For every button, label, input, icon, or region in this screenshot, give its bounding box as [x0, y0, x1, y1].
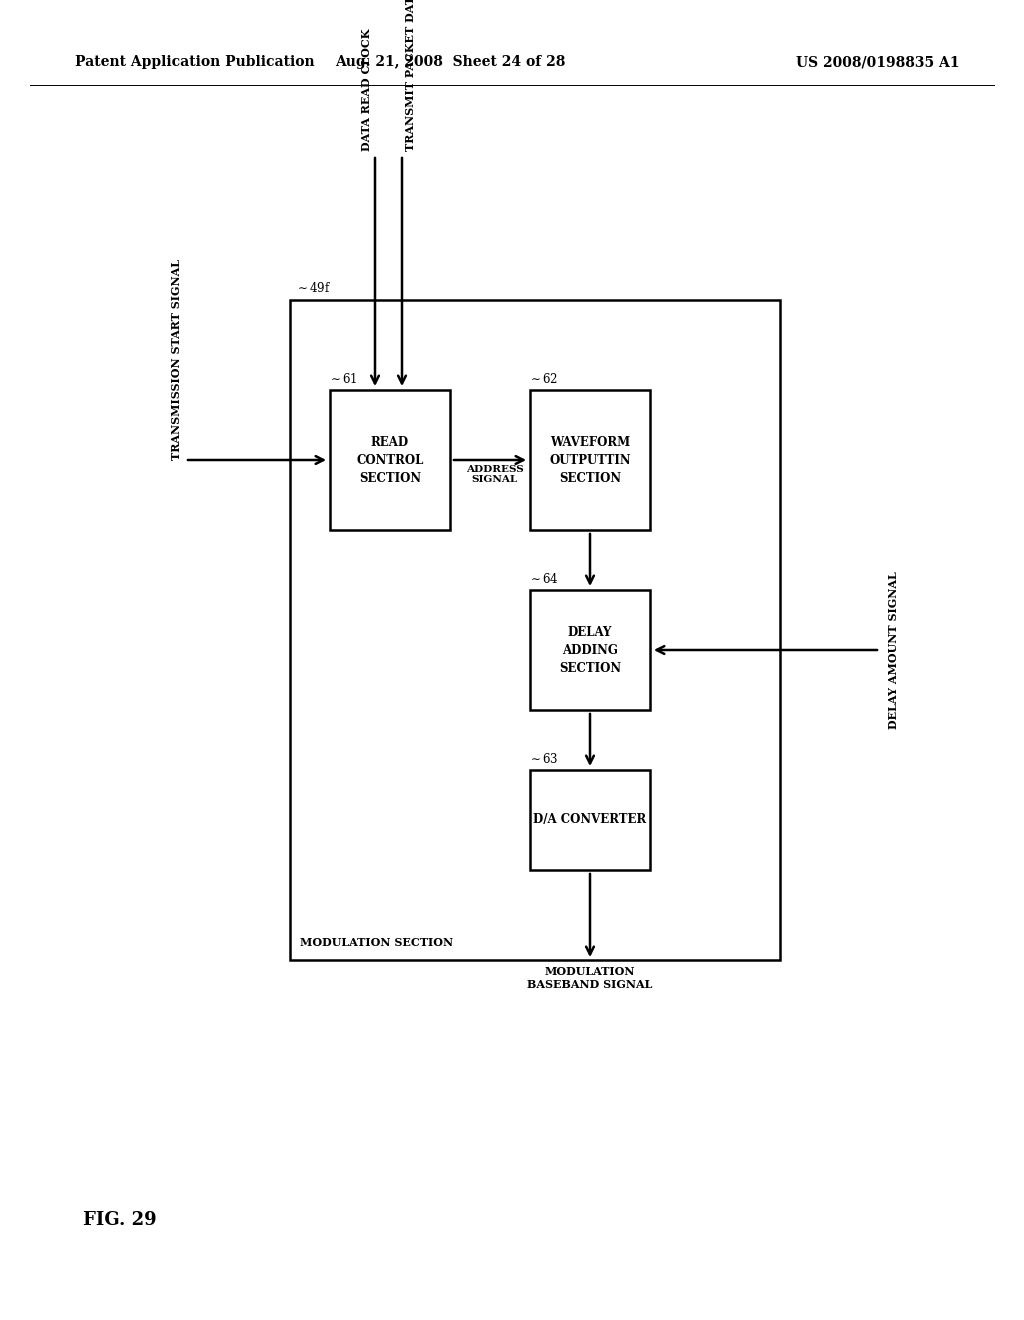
- Text: DATA READ CLOCK: DATA READ CLOCK: [361, 29, 372, 150]
- Text: FIG. 29: FIG. 29: [83, 1210, 157, 1229]
- Bar: [330, 389, 450, 531]
- Bar: [290, 300, 780, 960]
- Text: MODULATION SECTION: MODULATION SECTION: [300, 937, 454, 948]
- Text: US 2008/0198835 A1: US 2008/0198835 A1: [797, 55, 961, 69]
- Text: DELAY AMOUNT SIGNAL: DELAY AMOUNT SIGNAL: [888, 572, 899, 729]
- Text: Aug. 21, 2008  Sheet 24 of 28: Aug. 21, 2008 Sheet 24 of 28: [335, 55, 565, 69]
- Bar: [530, 590, 650, 710]
- Bar: [530, 770, 650, 870]
- Text: $\sim$64: $\sim$64: [528, 572, 559, 586]
- Text: WAVEFORM
OUTPUTTIN
SECTION: WAVEFORM OUTPUTTIN SECTION: [549, 436, 631, 484]
- Text: D/A CONVERTER: D/A CONVERTER: [534, 813, 646, 826]
- Text: $\sim$61: $\sim$61: [328, 372, 357, 385]
- Text: $\sim$63: $\sim$63: [528, 752, 558, 766]
- Bar: [530, 389, 650, 531]
- Text: $\sim$49f: $\sim$49f: [295, 281, 332, 294]
- Text: TRANSMISSION START SIGNAL: TRANSMISSION START SIGNAL: [171, 259, 182, 459]
- Text: ADDRESS
SIGNAL: ADDRESS SIGNAL: [466, 465, 524, 484]
- Text: MODULATION
BASEBAND SIGNAL: MODULATION BASEBAND SIGNAL: [527, 966, 652, 990]
- Text: Patent Application Publication: Patent Application Publication: [75, 55, 314, 69]
- Text: READ
CONTROL
SECTION: READ CONTROL SECTION: [356, 436, 424, 484]
- Text: $\sim$62: $\sim$62: [528, 372, 558, 385]
- Text: TRANSMIT PACKET DATA: TRANSMIT PACKET DATA: [406, 0, 416, 150]
- Text: DELAY
ADDING
SECTION: DELAY ADDING SECTION: [559, 626, 622, 675]
